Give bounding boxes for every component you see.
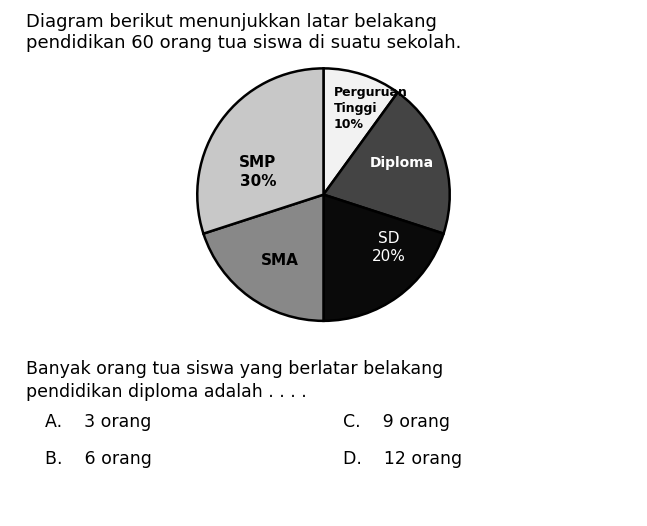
Text: Diagram berikut menunjukkan latar belakang: Diagram berikut menunjukkan latar belaka… — [26, 13, 437, 31]
Text: Banyak orang tua siswa yang berlatar belakang: Banyak orang tua siswa yang berlatar bel… — [26, 360, 443, 378]
Text: D.    12 orang: D. 12 orang — [343, 450, 462, 468]
Text: SD
20%: SD 20% — [372, 231, 406, 265]
Text: C.    9 orang: C. 9 orang — [343, 413, 450, 431]
Text: Perguruan
Tinggi
10%: Perguruan Tinggi 10% — [334, 86, 408, 132]
Wedge shape — [324, 195, 444, 321]
Wedge shape — [197, 68, 324, 234]
Text: SMP
30%: SMP 30% — [239, 155, 276, 189]
Text: SMA: SMA — [260, 253, 298, 268]
Text: pendidikan 60 orang tua siswa di suatu sekolah.: pendidikan 60 orang tua siswa di suatu s… — [26, 34, 461, 52]
Text: pendidikan diploma adalah . . . .: pendidikan diploma adalah . . . . — [26, 383, 307, 401]
Text: A.    3 orang: A. 3 orang — [45, 413, 151, 431]
Wedge shape — [324, 93, 450, 234]
Wedge shape — [203, 195, 324, 321]
Wedge shape — [324, 68, 398, 195]
Text: Diploma: Diploma — [369, 156, 434, 170]
Text: B.    6 orang: B. 6 orang — [45, 450, 152, 468]
